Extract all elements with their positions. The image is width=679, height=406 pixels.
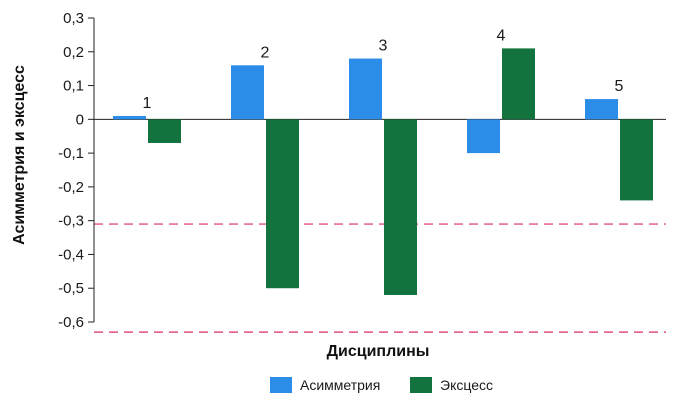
y-tick-label: 0,3 [63,10,84,27]
axes [93,18,666,322]
x-axis-title: Дисциплины [327,343,430,360]
y-tick-label: -0,5 [58,280,84,297]
bar-asymmetry-2 [231,65,264,120]
bar-asymmetry-4 [467,119,500,154]
bar-asymmetry-3 [349,58,382,120]
category-label-4: 4 [497,27,506,44]
bars [113,48,653,295]
bar-excess-1 [148,119,181,143]
legend-swatch-asymmetry [270,377,292,393]
category-label-2: 2 [261,44,270,61]
y-tick-label: -0,2 [58,179,84,196]
y-tick-label: 0,2 [63,44,84,61]
legend-label-excess: Эксцесс [440,377,493,393]
legend-swatch-excess [410,377,432,393]
y-tick-label: -0,4 [58,246,84,263]
y-tick-label: 0 [76,111,84,128]
y-tick-label: -0,6 [58,314,84,331]
category-label-5: 5 [615,78,624,95]
legend-label-asymmetry: Асимметрия [300,377,380,393]
y-axis-title: Асимметрия и эксцесс [11,65,28,245]
group-labels: 1 2 3 4 5 [143,27,624,112]
legend: Асимметрия Эксцесс [270,377,493,393]
bar-asymmetry-1 [113,115,146,120]
bar-excess-5 [620,119,653,201]
bar-asymmetry-5 [585,99,618,120]
category-label-1: 1 [143,95,152,112]
y-tick-label: 0,1 [63,78,84,95]
bar-excess-3 [384,119,417,295]
y-ticks: 0,3 0,2 0,1 0 -0,1 -0,2 -0,3 -0,4 -0,5 -0,6 [58,10,94,331]
reference-lines [94,223,666,333]
y-tick-label: -0,3 [58,213,84,230]
bar-excess-4 [502,48,535,120]
bar-excess-2 [266,119,299,289]
category-label-3: 3 [379,38,388,55]
y-tick-label: -0,1 [58,145,84,162]
